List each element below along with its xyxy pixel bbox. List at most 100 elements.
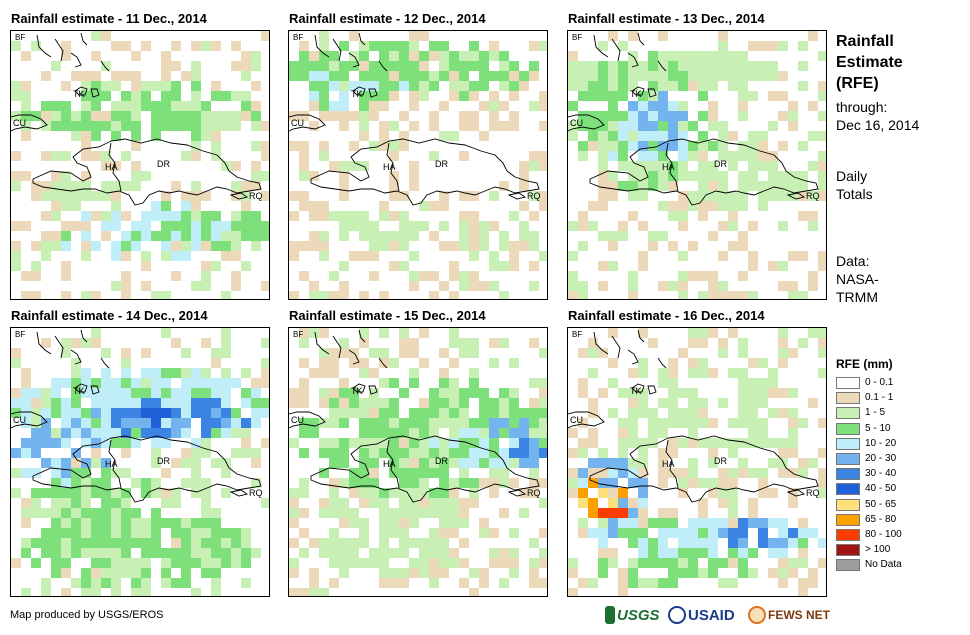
rainfall-cell: [171, 488, 181, 498]
rainfall-cell: [578, 91, 588, 101]
rainfall-cell: [221, 338, 231, 348]
rainfall-cell: [221, 221, 231, 231]
rainfall-cell: [708, 51, 718, 61]
map-label-dr: DR: [435, 456, 448, 466]
rainfall-cell: [349, 538, 359, 548]
rainfall-cell: [131, 568, 141, 578]
rainfall-cell: [61, 498, 71, 508]
hispaniola-outline: [32, 138, 262, 206]
rainfall-cell: [101, 111, 111, 121]
rainfall-cell: [211, 358, 221, 368]
rainfall-cell: [728, 191, 738, 201]
rainfall-cell: [509, 71, 519, 81]
rainfall-cell: [658, 418, 668, 428]
rainfall-cell: [658, 151, 668, 161]
rainfall-cell: [61, 588, 71, 596]
usaid-seal-icon: [668, 606, 686, 624]
rainfall-cell: [818, 478, 826, 488]
rainfall-cell: [638, 398, 648, 408]
rainfall-cell: [668, 141, 678, 151]
rainfall-cell: [111, 588, 121, 596]
rainfall-cell: [638, 328, 648, 338]
rainfall-cell: [738, 231, 748, 241]
rainfall-cell: [389, 458, 399, 468]
rainfall-cell: [81, 518, 91, 528]
rainfall-cell: [111, 418, 121, 428]
rainfall-cell: [101, 518, 111, 528]
rainfall-cell: [41, 408, 51, 418]
rainfall-cell: [778, 438, 788, 448]
rainfall-cell: [409, 338, 419, 348]
rainfall-cell: [439, 71, 449, 81]
rainfall-cell: [678, 271, 688, 281]
rainfall-cell: [339, 211, 349, 221]
rainfall-cell: [339, 71, 349, 81]
rainfall-cell: [409, 418, 419, 428]
rainfall-cell: [201, 388, 211, 398]
rainfall-cell: [578, 438, 588, 448]
rainfall-cell: [111, 201, 121, 211]
rainfall-cell: [668, 241, 678, 251]
rainfall-cell: [678, 558, 688, 568]
rainfall-cell: [479, 528, 489, 538]
rainfall-cell: [201, 191, 211, 201]
rainfall-cell: [618, 91, 628, 101]
rainfall-cell: [309, 418, 319, 428]
rainfall-cell: [449, 448, 459, 458]
rainfall-cell: [768, 458, 778, 468]
rainfall-cell: [598, 41, 608, 51]
rainfall-cell: [818, 131, 826, 141]
rainfall-cell: [261, 498, 269, 508]
rainfall-cell: [698, 438, 708, 448]
legend-item: 80 - 100: [836, 528, 956, 542]
rainfall-cell: [101, 378, 111, 388]
rainfall-cell: [628, 528, 638, 538]
rainfall-cell: [718, 528, 728, 538]
rainfall-cell: [161, 91, 171, 101]
rainfall-cell: [121, 518, 131, 528]
rainfall-cell: [618, 81, 628, 91]
rainfall-cell: [688, 528, 698, 538]
rainfall-cell: [161, 251, 171, 261]
rainfall-cell: [41, 241, 51, 251]
rainfall-cell: [241, 261, 251, 271]
rainfall-cell: [628, 211, 638, 221]
rainfall-cell: [578, 448, 588, 458]
rainfall-cell: [648, 548, 658, 558]
rainfall-cell: [529, 211, 539, 221]
rainfall-cell: [191, 131, 201, 141]
rainfall-cell: [698, 508, 708, 518]
rainfall-cell: [768, 568, 778, 578]
legend-label: 65 - 80: [865, 513, 897, 525]
rainfall-cell: [648, 578, 658, 588]
rainfall-cell: [628, 438, 638, 448]
rainfall-cell: [319, 538, 329, 548]
rainfall-cell: [429, 448, 439, 458]
rainfall-cell: [221, 368, 231, 378]
rainfall-cell: [409, 61, 419, 71]
rainfall-cell: [211, 121, 221, 131]
rainfall-cell: [459, 271, 469, 281]
rainfall-cell: [91, 528, 101, 538]
rainfall-cell: [588, 578, 598, 588]
rainfall-cell: [339, 498, 349, 508]
rainfall-cell: [319, 508, 329, 518]
rainfall-cell: [519, 448, 529, 458]
rainfall-cell: [429, 458, 439, 468]
rainfall-cell: [568, 81, 578, 91]
rainfall-cell: [479, 221, 489, 231]
rainfall-cell: [211, 211, 221, 221]
legend-item: 10 - 20: [836, 437, 956, 451]
rainfall-cell: [191, 518, 201, 528]
rainfall-cell: [788, 191, 798, 201]
rainfall-cell: [309, 121, 319, 131]
rainfall-cell: [211, 518, 221, 528]
rainfall-cell: [489, 448, 499, 458]
rainfall-cell: [539, 348, 547, 358]
rainfall-cell: [369, 458, 379, 468]
rainfall-cell: [131, 508, 141, 518]
rainfall-cell: [171, 408, 181, 418]
sidebar-title-line1: Rainfall: [836, 33, 894, 50]
rainfall-cell: [91, 488, 101, 498]
rainfall-cell: [678, 281, 688, 291]
